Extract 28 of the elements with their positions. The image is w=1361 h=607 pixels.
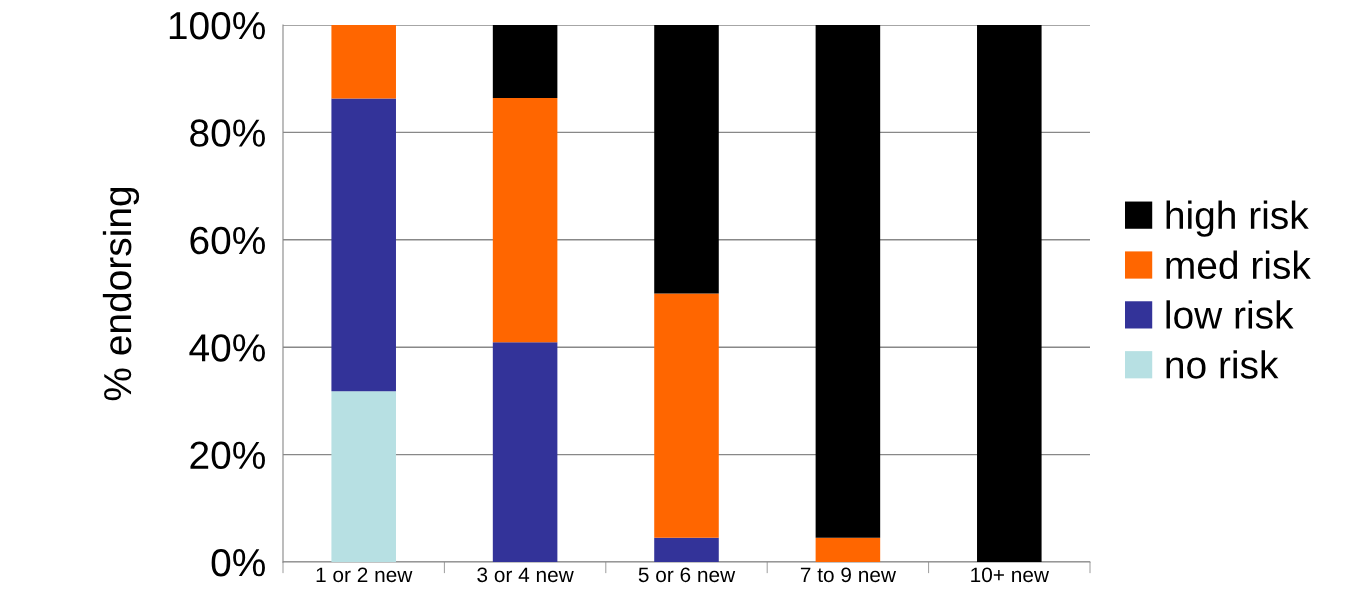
- y-tick-label: 80%: [190, 119, 265, 147]
- bar: [492, 25, 558, 99]
- y-tick-label: 60%: [190, 226, 265, 255]
- legend-label: no risk: [1166, 350, 1279, 379]
- x-tick-label: 3 or 4 new: [477, 567, 574, 583]
- bar: [492, 98, 558, 343]
- x-tick-label: 7 to 9 new: [800, 567, 897, 583]
- bar: [492, 342, 558, 562]
- y-tick-label: 100%: [169, 11, 265, 40]
- y-axis-title: % endorsing: [102, 187, 140, 401]
- legend-label: med risk: [1166, 250, 1311, 280]
- bar: [331, 98, 396, 392]
- bar: [977, 25, 1042, 562]
- x-tick-label: 10+ new: [971, 567, 1050, 583]
- bar: [654, 25, 719, 294]
- x-tick-label: 1 or 2 new: [316, 567, 413, 583]
- bar: [331, 25, 396, 99]
- bar: [654, 293, 719, 538]
- bar: [654, 537, 719, 562]
- x-tick-label: 5 or 6 new: [638, 567, 736, 583]
- y-tick-label: 20%: [190, 441, 265, 470]
- bar: [815, 25, 881, 538]
- legend-label: low risk: [1166, 300, 1294, 329]
- bar: [331, 391, 396, 562]
- y-tick-label: 0%: [211, 548, 265, 577]
- legend-label: high risk: [1166, 200, 1309, 237]
- bar: [815, 537, 881, 562]
- y-tick-label: 40%: [189, 334, 265, 362]
